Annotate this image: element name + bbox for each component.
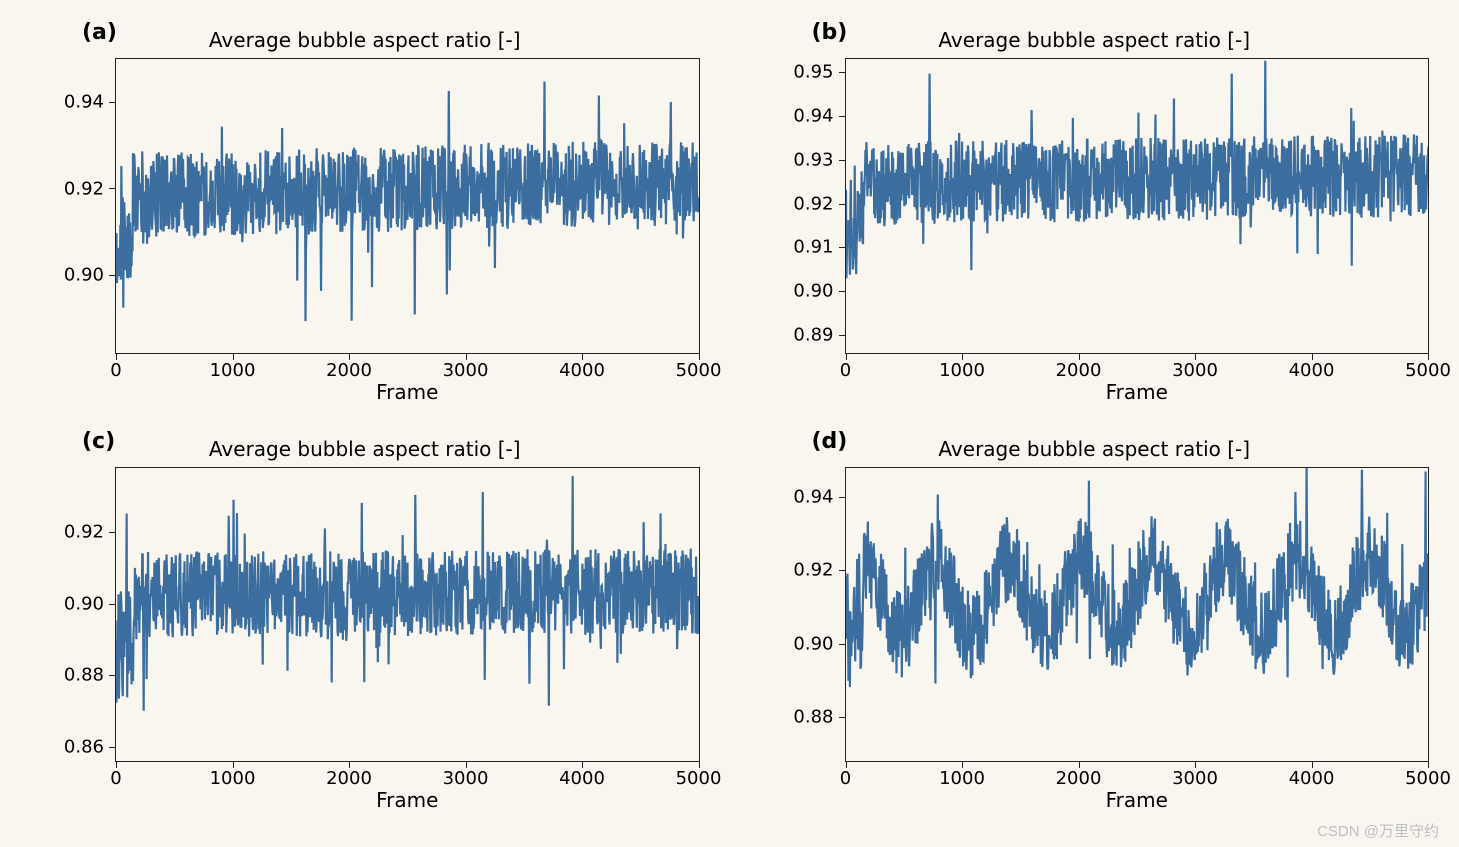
- ytick-label: 0.88: [64, 665, 116, 686]
- panel-c: (c) Average bubble aspect ratio [-] 0100…: [20, 419, 710, 818]
- panel-b: (b) Average bubble aspect ratio [-] 0100…: [750, 10, 1440, 409]
- xtick-label: 5000: [676, 360, 722, 381]
- panel-a: (a) Average bubble aspect ratio [-] 0100…: [20, 10, 710, 409]
- xtick-label: 3000: [1172, 768, 1218, 789]
- xlabel-b: Frame: [845, 380, 1430, 404]
- xtick-label: 3000: [443, 360, 489, 381]
- xtick-label: 5000: [1405, 768, 1451, 789]
- xtick-label: 2000: [1056, 768, 1102, 789]
- ytick-label: 0.93: [793, 149, 845, 170]
- title-c: Average bubble aspect ratio [-]: [20, 437, 710, 461]
- xtick-label: 1000: [210, 768, 256, 789]
- ytick-label: 0.92: [793, 193, 845, 214]
- xtick-label: 1000: [939, 360, 985, 381]
- xtick-label: 0: [110, 360, 121, 381]
- ytick-label: 0.89: [793, 324, 845, 345]
- ytick-label: 0.92: [793, 560, 845, 581]
- xtick-label: 2000: [1056, 360, 1102, 381]
- title-a: Average bubble aspect ratio [-]: [20, 28, 710, 52]
- ytick-label: 0.90: [793, 281, 845, 302]
- panel-d: (d) Average bubble aspect ratio [-] 0100…: [750, 419, 1440, 818]
- ytick-label: 0.91: [793, 237, 845, 258]
- series-line: [846, 468, 1429, 762]
- ytick-label: 0.94: [64, 92, 116, 113]
- xtick-label: 2000: [326, 360, 372, 381]
- ytick-label: 0.86: [64, 736, 116, 757]
- xtick-label: 5000: [676, 768, 722, 789]
- xtick-label: 4000: [1289, 768, 1335, 789]
- ytick-label: 0.92: [64, 178, 116, 199]
- xtick-label: 1000: [210, 360, 256, 381]
- xtick-label: 3000: [443, 768, 489, 789]
- xtick-label: 1000: [939, 768, 985, 789]
- ytick-label: 0.94: [793, 105, 845, 126]
- xtick-label: 0: [840, 768, 851, 789]
- xtick-label: 2000: [326, 768, 372, 789]
- watermark: CSDN @万里守约: [1317, 820, 1439, 841]
- xtick-label: 0: [840, 360, 851, 381]
- xlabel-a: Frame: [115, 380, 700, 404]
- ytick-label: 0.94: [793, 486, 845, 507]
- plot-area-b: 0100020003000400050000.890.900.910.920.9…: [845, 58, 1430, 354]
- ytick-label: 0.90: [64, 264, 116, 285]
- xlabel-d: Frame: [845, 788, 1430, 812]
- xtick-label: 4000: [559, 360, 605, 381]
- xtick-label: 3000: [1172, 360, 1218, 381]
- series-line: [116, 59, 699, 353]
- title-b: Average bubble aspect ratio [-]: [750, 28, 1440, 52]
- title-d: Average bubble aspect ratio [-]: [750, 437, 1440, 461]
- ytick-label: 0.95: [793, 62, 845, 83]
- ytick-label: 0.88: [793, 706, 845, 727]
- xtick-label: 5000: [1405, 360, 1451, 381]
- series-line: [846, 59, 1429, 353]
- plot-area-a: 0100020003000400050000.900.920.94: [115, 58, 700, 354]
- series-line: [116, 468, 699, 762]
- xlabel-c: Frame: [115, 788, 700, 812]
- plot-area-c: 0100020003000400050000.860.880.900.92: [115, 467, 700, 763]
- ytick-label: 0.90: [64, 593, 116, 614]
- xtick-label: 0: [110, 768, 121, 789]
- ytick-label: 0.92: [64, 521, 116, 542]
- xtick-label: 4000: [1289, 360, 1335, 381]
- subplot-grid: (a) Average bubble aspect ratio [-] 0100…: [0, 0, 1459, 847]
- ytick-label: 0.90: [793, 633, 845, 654]
- plot-area-d: 0100020003000400050000.880.900.920.94: [845, 467, 1430, 763]
- xtick-label: 4000: [559, 768, 605, 789]
